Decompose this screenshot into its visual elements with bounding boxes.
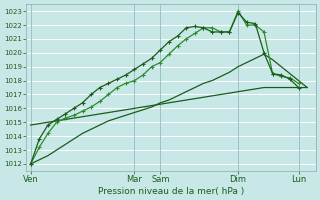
X-axis label: Pression niveau de la mer( hPa ): Pression niveau de la mer( hPa ) (98, 187, 244, 196)
